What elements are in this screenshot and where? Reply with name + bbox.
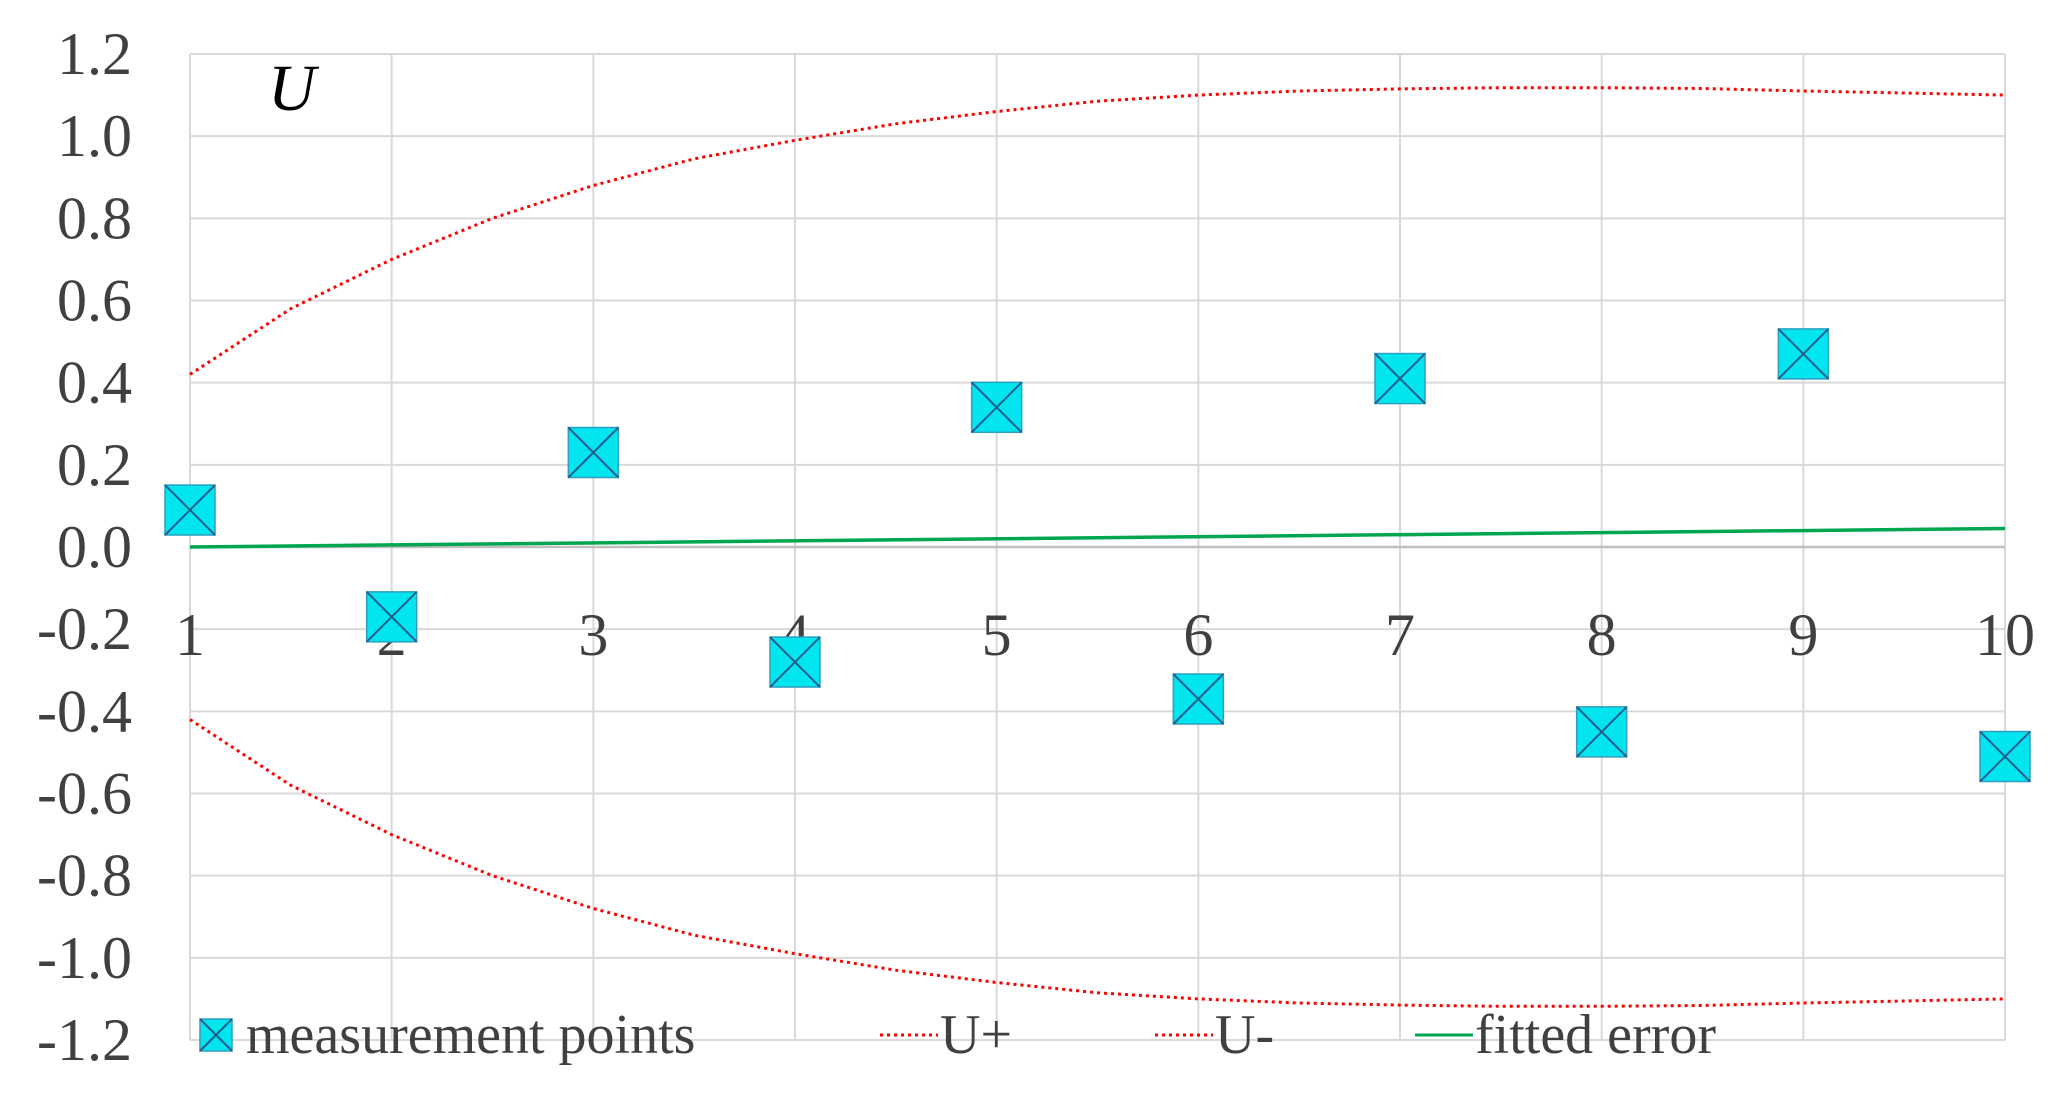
y-tick-label: -1.0 bbox=[37, 925, 132, 991]
measurement-point bbox=[1979, 730, 2031, 783]
y-tick-label: -0.6 bbox=[37, 761, 132, 827]
chart-title: U bbox=[268, 52, 320, 125]
x-tick-label: 8 bbox=[1587, 602, 1617, 668]
x-tick-label: 6 bbox=[1183, 602, 1213, 668]
legend-item: measurement points bbox=[199, 1004, 695, 1066]
measurement-point-cross-b bbox=[1979, 730, 2031, 783]
legend-label: measurement points bbox=[246, 1004, 695, 1066]
series-line-2 bbox=[189, 718, 2006, 1008]
series-line-3 bbox=[189, 526, 2006, 549]
legend-item: U+ bbox=[880, 1004, 1012, 1066]
measurement-point-cross-b bbox=[567, 426, 620, 479]
x-tick-label: 1 bbox=[175, 602, 205, 668]
x-axis-ticks: 12345678910 bbox=[175, 602, 2035, 668]
y-tick-label: 0.4 bbox=[57, 350, 132, 416]
legend-item: fitted error bbox=[1415, 1004, 1716, 1066]
measurement-point bbox=[970, 381, 1023, 434]
x-tick-label: 9 bbox=[1788, 602, 1818, 668]
measurement-point bbox=[1172, 673, 1225, 725]
y-tick-label: 0.6 bbox=[57, 268, 132, 334]
series-line-1 bbox=[189, 86, 2006, 376]
y-tick-label: 1.0 bbox=[57, 103, 132, 169]
legend-marker-cross-b bbox=[199, 1018, 233, 1052]
y-axis-ticks: 1.2 1.0 0.8 0.6 0.4 0.2 0.0 -0.2 -0.4 -0.6 -0.8 -1.… bbox=[37, 21, 132, 1073]
y-tick-label: 0.2 bbox=[57, 432, 132, 498]
measurement-point bbox=[1374, 352, 1426, 405]
measurement-point-cross-b bbox=[1777, 328, 1830, 380]
y-tick-label: -0.8 bbox=[37, 843, 132, 909]
measurement-point-cross-b bbox=[970, 381, 1023, 434]
measurement-point bbox=[769, 636, 821, 688]
measurement-point bbox=[567, 426, 620, 479]
y-tick-label: -1.2 bbox=[37, 1007, 132, 1073]
series-layer bbox=[164, 86, 2031, 1008]
measurement-point-cross-b bbox=[769, 636, 821, 688]
x-tick-label: 5 bbox=[982, 602, 1012, 668]
measurement-point-cross-b bbox=[1575, 706, 1628, 758]
y-tick-label: 1.2 bbox=[57, 21, 132, 87]
measurement-point-cross-b bbox=[1172, 673, 1225, 725]
y-tick-label: -0.2 bbox=[37, 596, 132, 662]
legend-label: U+ bbox=[940, 1004, 1012, 1066]
y-tick-label: -0.4 bbox=[37, 678, 132, 744]
legend-label: U- bbox=[1215, 1004, 1274, 1066]
measurement-point bbox=[1777, 328, 1830, 380]
x-tick-label: 3 bbox=[578, 602, 608, 668]
y-tick-label: 0.0 bbox=[57, 514, 132, 580]
measurement-point-cross-b bbox=[1374, 352, 1426, 405]
measurement-point-cross-b bbox=[164, 484, 216, 536]
x-tick-label: 10 bbox=[1975, 602, 2035, 668]
measurement-point bbox=[1575, 706, 1628, 758]
measurement-point-cross-b bbox=[365, 591, 418, 643]
x-tick-label: 7 bbox=[1385, 602, 1415, 668]
legend-item: U- bbox=[1155, 1004, 1274, 1066]
legend-label: fitted error bbox=[1475, 1004, 1716, 1066]
grid bbox=[189, 53, 2006, 1041]
legend: measurement points U+ U-fitted error bbox=[199, 1004, 1716, 1066]
measurement-point bbox=[365, 591, 418, 643]
y-tick-label: 0.8 bbox=[57, 185, 132, 251]
measurement-point bbox=[164, 484, 216, 536]
